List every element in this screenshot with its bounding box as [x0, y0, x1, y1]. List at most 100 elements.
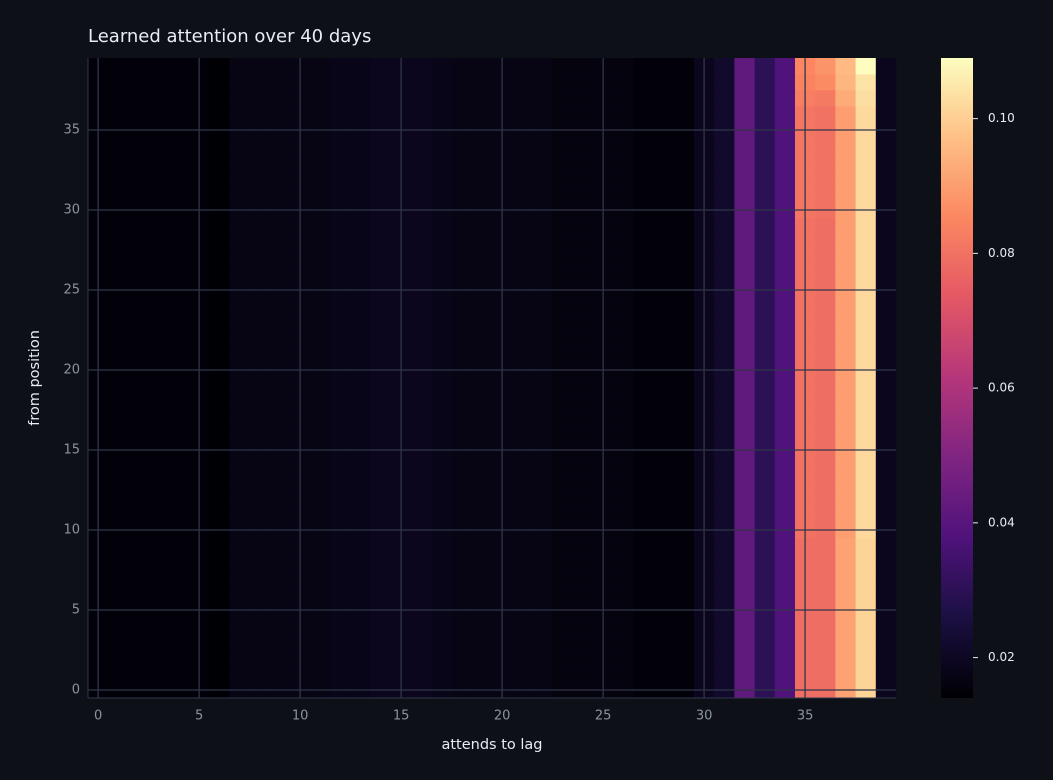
cell	[673, 90, 695, 107]
cell	[370, 378, 392, 395]
cell	[754, 378, 776, 395]
cell	[411, 218, 432, 235]
cell	[370, 586, 392, 603]
cell	[310, 538, 331, 555]
cell	[835, 410, 856, 427]
cell	[249, 538, 271, 555]
cell	[835, 650, 856, 667]
cell	[512, 570, 533, 587]
cell	[572, 298, 594, 315]
cell	[613, 106, 634, 123]
cell	[815, 458, 836, 475]
cell	[774, 170, 796, 187]
cell	[471, 378, 493, 395]
cell	[613, 506, 634, 523]
cell	[249, 154, 271, 171]
cell	[855, 506, 877, 523]
cell	[653, 570, 675, 587]
cell	[835, 570, 856, 587]
cell	[431, 170, 452, 187]
cell	[673, 346, 695, 363]
cell	[108, 58, 129, 75]
cell	[613, 234, 634, 251]
cell	[148, 74, 170, 91]
cell	[249, 74, 271, 91]
cell	[310, 106, 331, 123]
cell	[128, 266, 149, 283]
cell	[471, 330, 493, 347]
cell	[734, 586, 755, 603]
cell	[774, 218, 796, 235]
cell	[714, 650, 735, 667]
cell	[229, 474, 250, 491]
cell	[168, 298, 190, 315]
cell	[734, 58, 755, 75]
cell	[209, 170, 230, 187]
cell	[411, 538, 432, 555]
cell	[734, 298, 755, 315]
cell	[653, 506, 675, 523]
cell	[754, 234, 776, 251]
cell	[734, 490, 755, 507]
cell	[269, 570, 291, 587]
cell	[451, 426, 473, 443]
cell	[815, 410, 836, 427]
cell	[209, 666, 230, 683]
cell	[471, 570, 493, 587]
cell	[572, 170, 594, 187]
cell	[148, 634, 170, 651]
cell	[451, 458, 473, 475]
cell	[815, 650, 836, 667]
cell	[815, 138, 836, 155]
colorbar-tick-label: 0.10	[988, 111, 1015, 125]
cell	[855, 554, 877, 571]
cell	[653, 74, 675, 91]
cell	[754, 154, 776, 171]
cell	[229, 106, 250, 123]
cell	[653, 170, 675, 187]
cell	[653, 250, 675, 267]
cell	[875, 650, 897, 667]
cell	[330, 74, 351, 91]
cell	[774, 458, 796, 475]
cell	[815, 58, 836, 75]
cell	[229, 586, 250, 603]
cell	[774, 186, 796, 203]
cell	[350, 618, 372, 635]
cell	[855, 74, 877, 91]
cell	[734, 330, 755, 347]
y-axis-label: from position	[27, 330, 43, 426]
cell	[168, 138, 190, 155]
cell	[552, 474, 574, 491]
cell	[249, 474, 271, 491]
cell	[370, 554, 392, 571]
cell	[774, 346, 796, 363]
cell	[411, 298, 432, 315]
cell	[148, 506, 170, 523]
cell	[734, 474, 755, 491]
cell	[128, 170, 149, 187]
cell	[552, 74, 574, 91]
cell	[774, 634, 796, 651]
cell	[673, 218, 695, 235]
cell	[754, 538, 776, 555]
cell	[875, 554, 897, 571]
cell	[532, 330, 553, 347]
cell	[451, 138, 473, 155]
cell	[471, 490, 493, 507]
cell	[128, 666, 149, 683]
cell	[269, 330, 291, 347]
cell	[108, 426, 129, 443]
cell	[835, 138, 856, 155]
cell	[168, 634, 190, 651]
cell	[310, 138, 331, 155]
cell	[855, 458, 877, 475]
cell	[714, 426, 735, 443]
cell	[532, 474, 553, 491]
cell	[471, 106, 493, 123]
cell	[108, 170, 129, 187]
cell	[310, 218, 331, 235]
cell	[209, 410, 230, 427]
cell	[673, 378, 695, 395]
cell	[714, 58, 735, 75]
